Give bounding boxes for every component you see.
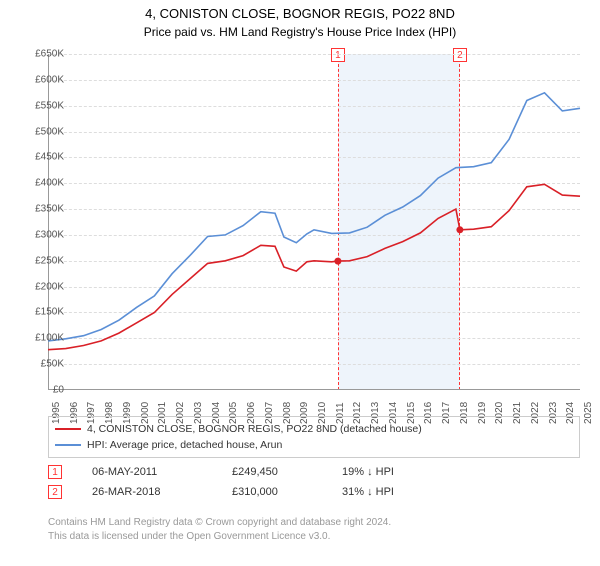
sale-tag: 1 (48, 465, 62, 479)
sale-marker-dot (456, 226, 463, 233)
footer-line-2: This data is licensed under the Open Gov… (48, 530, 580, 544)
footer-attribution: Contains HM Land Registry data © Crown c… (48, 516, 580, 543)
y-axis-label: £300K (20, 229, 64, 240)
legend-label: HPI: Average price, detached house, Arun (87, 439, 282, 451)
legend-box: 4, CONISTON CLOSE, BOGNOR REGIS, PO22 8N… (48, 416, 580, 458)
y-axis-label: £200K (20, 281, 64, 292)
legend-label: 4, CONISTON CLOSE, BOGNOR REGIS, PO22 8N… (87, 423, 422, 435)
sale-diff: 19% ↓ HPI (342, 466, 442, 478)
legend-swatch (55, 444, 81, 446)
y-axis-label: £150K (20, 307, 64, 318)
y-axis-label: £50K (20, 359, 64, 370)
y-axis-label: £400K (20, 178, 64, 189)
series-line (48, 184, 580, 349)
y-axis-label: £350K (20, 204, 64, 215)
sale-tag: 2 (48, 485, 62, 499)
y-axis-label: £650K (20, 49, 64, 60)
y-axis-label: £550K (20, 100, 64, 111)
y-axis-label: £250K (20, 255, 64, 266)
y-axis-label: £500K (20, 126, 64, 137)
y-axis-label: £100K (20, 333, 64, 344)
legend-swatch (55, 428, 81, 430)
legend-item: 4, CONISTON CLOSE, BOGNOR REGIS, PO22 8N… (55, 421, 573, 437)
sale-marker-dot (334, 258, 341, 265)
sale-price: £310,000 (232, 486, 312, 498)
legend-item: HPI: Average price, detached house, Arun (55, 437, 573, 453)
sale-date: 06-MAY-2011 (92, 466, 202, 478)
y-axis-label: £0 (20, 385, 64, 396)
sale-diff: 31% ↓ HPI (342, 486, 442, 498)
chart-title: 4, CONISTON CLOSE, BOGNOR REGIS, PO22 8N… (0, 6, 600, 23)
y-axis-label: £600K (20, 74, 64, 85)
sale-price: £249,450 (232, 466, 312, 478)
sale-date: 26-MAR-2018 (92, 486, 202, 498)
sale-row: 1 06-MAY-2011 £249,450 19% ↓ HPI (48, 462, 580, 482)
chart-svg (48, 54, 580, 390)
sales-table: 1 06-MAY-2011 £249,450 19% ↓ HPI 2 26-MAR-201… (48, 462, 580, 502)
chart-subtitle: Price paid vs. HM Land Registry's House … (0, 25, 600, 39)
sale-row: 2 26-MAR-2018 £310,000 31% ↓ HPI (48, 482, 580, 502)
x-axis-label: 2025 (583, 402, 594, 424)
series-line (48, 93, 580, 341)
footer-line-1: Contains HM Land Registry data © Crown c… (48, 516, 580, 530)
y-axis-label: £450K (20, 152, 64, 163)
